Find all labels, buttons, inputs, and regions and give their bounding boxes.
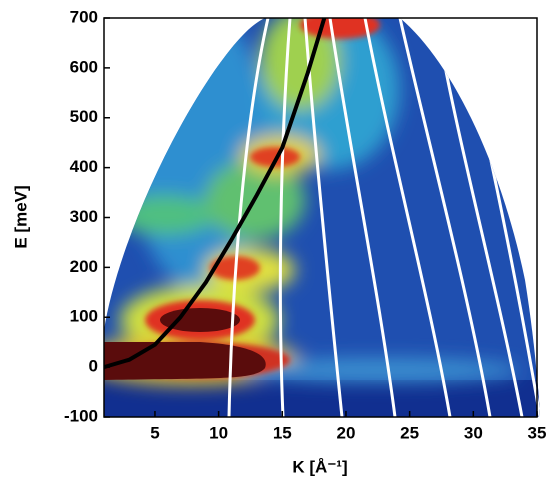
x-tick-label: 5 — [150, 423, 159, 442]
x-tick-label: 10 — [209, 423, 228, 442]
x-axis-label: K [Å⁻¹] — [292, 457, 347, 476]
x-tick-label: 30 — [464, 423, 483, 442]
y-tick-label: 400 — [70, 157, 98, 176]
data-line — [103, 17, 327, 370]
y-tick-label: 700 — [70, 7, 98, 26]
y-tick-label: -100 — [64, 406, 98, 425]
y-axis-label: E [meV] — [11, 185, 30, 248]
y-tick-label: 200 — [70, 257, 98, 276]
y-tick-label: 300 — [70, 207, 98, 226]
intensity-map — [104, 18, 540, 417]
y-tick-label: 500 — [70, 107, 98, 126]
x-tick-label: 15 — [273, 423, 292, 442]
x-tick-label: 25 — [400, 423, 419, 442]
y-tick-label: 100 — [70, 307, 98, 326]
y-tick-label: 600 — [70, 57, 98, 76]
x-tick-label: 35 — [528, 423, 547, 442]
x-tick-label: 20 — [337, 423, 356, 442]
y-tick-label: 0 — [89, 357, 98, 376]
